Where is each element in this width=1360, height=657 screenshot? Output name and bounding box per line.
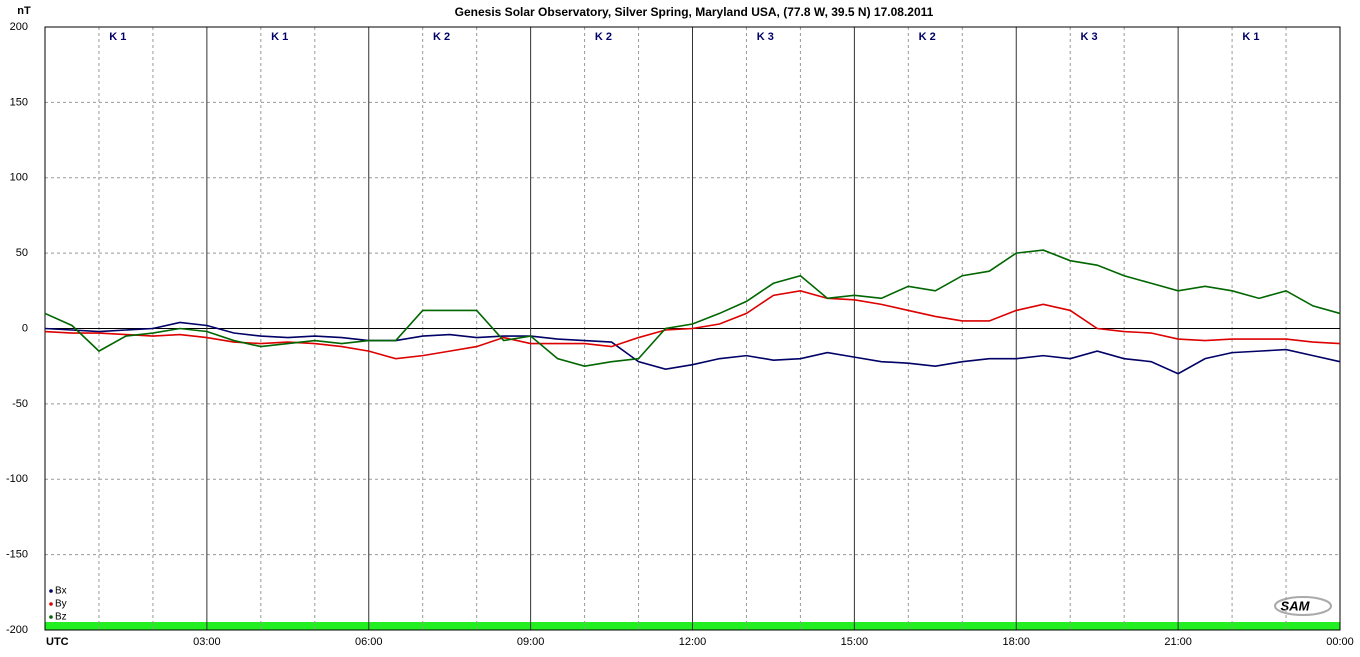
y-tick-label: 200 <box>10 21 28 33</box>
y-tick-label: 150 <box>10 96 28 108</box>
k-index-label: K 2 <box>595 31 612 43</box>
logo-ring <box>1274 596 1332 616</box>
k-index-label: K 1 <box>109 31 126 43</box>
x-tick-label: 12:00 <box>679 636 707 648</box>
k-index-label: K 2 <box>919 31 936 43</box>
x-tick-label: 06:00 <box>355 636 383 648</box>
k-index-label: K 2 <box>433 31 450 43</box>
y-tick-label: 50 <box>16 247 28 259</box>
y-tick-label: -50 <box>12 398 28 410</box>
legend-label: By <box>55 599 67 610</box>
y-axis-label: nT <box>17 5 31 17</box>
legend-label: Bx <box>55 586 67 597</box>
series-line <box>44 289 1341 360</box>
chart-title: Genesis Solar Observatory, Silver Spring… <box>455 5 934 19</box>
k-index-label: K 3 <box>1081 31 1098 43</box>
y-tick-label: 0 <box>22 322 28 334</box>
legend-label: Bz <box>55 612 67 623</box>
k-index-label: K 1 <box>271 31 288 43</box>
k-index-label: K 3 <box>757 31 774 43</box>
legend-marker <box>49 589 53 593</box>
series-line <box>44 321 1341 375</box>
y-tick-label: -100 <box>6 473 28 485</box>
series-line <box>44 249 1341 368</box>
y-tick-label: 100 <box>10 172 28 184</box>
y-tick-label: -200 <box>6 624 28 636</box>
x-tick-label: 09:00 <box>517 636 545 648</box>
y-tick-label: -150 <box>6 549 28 561</box>
x-tick-label: 21:00 <box>1164 636 1192 648</box>
x-tick-label: 00:00 <box>1326 636 1354 648</box>
logo: SAM <box>1281 598 1311 613</box>
k-index-label: K 1 <box>1242 31 1259 43</box>
x-tick-label: 03:00 <box>193 636 221 648</box>
x-tick-label: 15:00 <box>841 636 869 648</box>
legend-marker <box>49 615 53 619</box>
legend-marker <box>49 602 53 606</box>
x-tick-label: UTC <box>46 636 69 648</box>
x-tick-label: 18:00 <box>1002 636 1030 648</box>
